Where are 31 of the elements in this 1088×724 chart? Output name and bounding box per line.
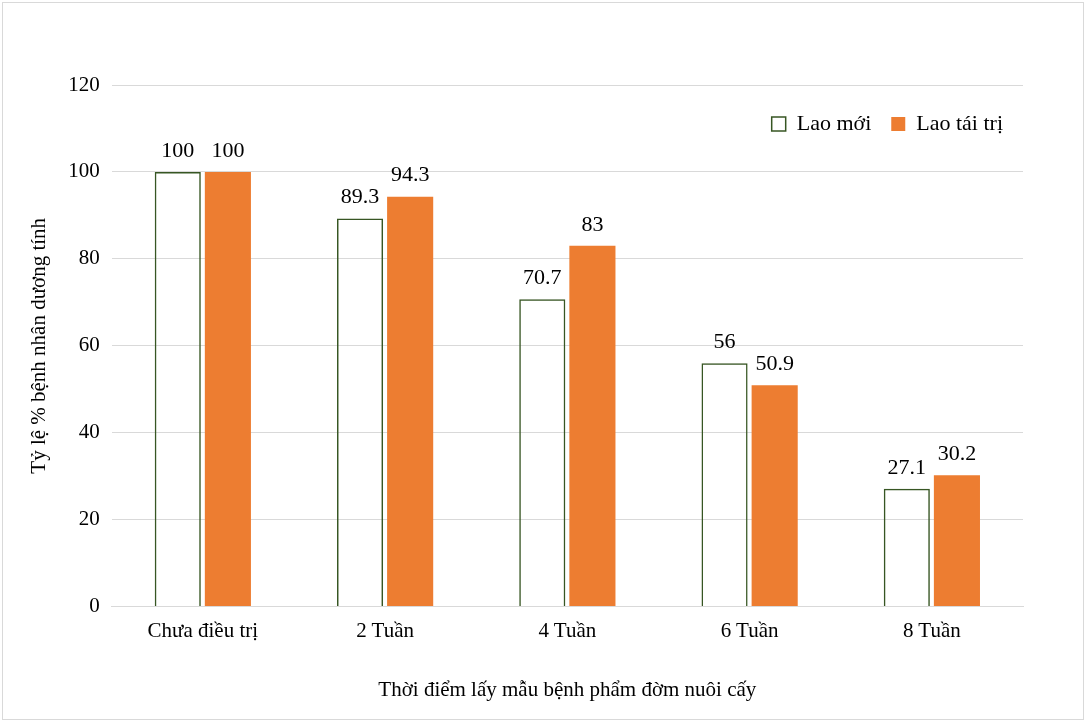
y-tick-label: 120 [68, 71, 100, 96]
y-tick-label: 40 [78, 419, 100, 444]
y-tick-label: 20 [78, 506, 100, 531]
x-axis-title: Thời điểm lấy mẫu bệnh phẩm đờm nuôi cấy [378, 676, 757, 701]
legend-label: Lao tái trị [916, 109, 1004, 135]
y-tick-label: 60 [78, 332, 100, 357]
legend-label: Lao mới [796, 109, 872, 135]
data-label: 89.3 [340, 183, 380, 209]
data-label: 94.3 [390, 161, 430, 187]
y-tick-label: 0 [89, 593, 100, 618]
data-label: 70.7 [523, 264, 562, 290]
data-label: 56 [713, 327, 736, 353]
data-label: 83 [581, 210, 604, 236]
data-label: 27.1 [887, 453, 927, 479]
bar [569, 245, 616, 607]
x-tick-label: 4 Tuần [538, 617, 597, 642]
bar [387, 196, 434, 607]
y-axis-title: Tỷ lệ % bệnh nhân dương tính [26, 217, 51, 474]
bar [204, 171, 251, 607]
data-label: 30.2 [937, 440, 977, 466]
data-label: 50.9 [755, 350, 794, 376]
x-tick-label: 6 Tuần [720, 617, 779, 642]
data-label: 100 [161, 136, 195, 162]
bar [751, 385, 798, 607]
x-tick-label: Chưa điều trị [147, 617, 259, 642]
y-tick-label: 100 [68, 158, 100, 183]
x-tick-label: 2 Tuần [356, 617, 415, 642]
x-tick-label: 8 Tuần [902, 617, 962, 642]
bar [933, 475, 980, 607]
data-label: 100 [211, 136, 245, 162]
y-tick-label: 80 [78, 245, 100, 270]
